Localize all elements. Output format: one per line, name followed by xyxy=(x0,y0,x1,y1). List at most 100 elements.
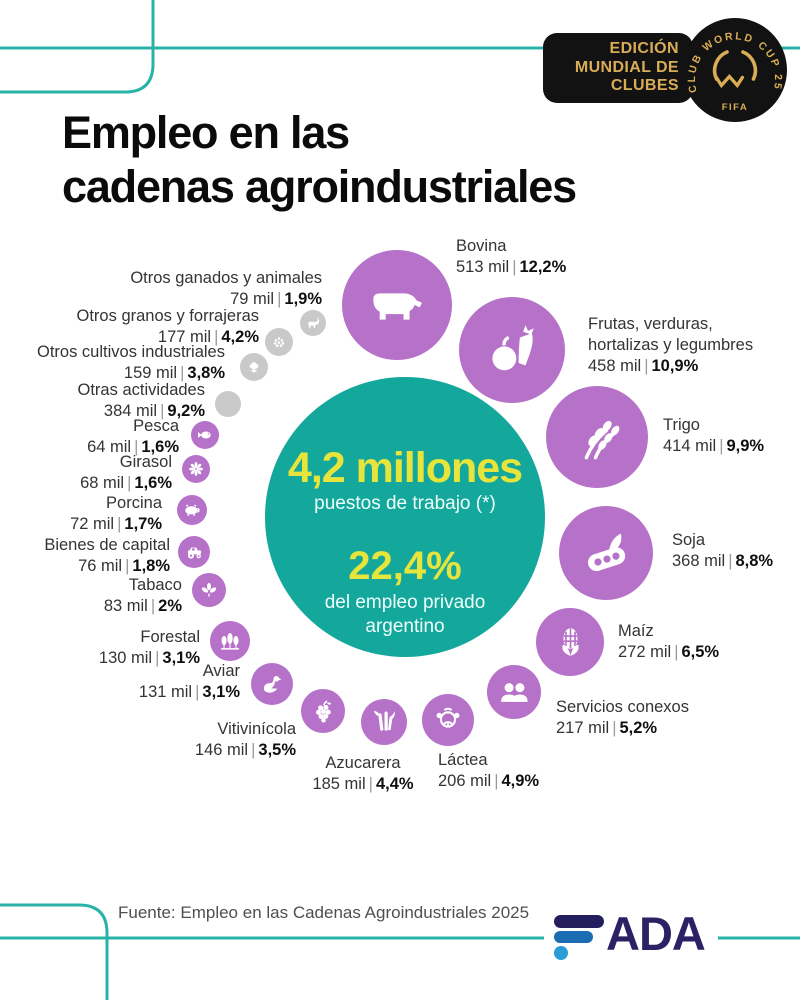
label-trigo: Trigo 414 mil | 9,9% xyxy=(663,415,764,457)
category-name: Soja xyxy=(672,531,706,549)
label-otros-granos-y-forrajeras: Otros granos y forrajeras 177 mil | 4,2% xyxy=(77,306,259,348)
category-value: 458 mil | 10,9% xyxy=(588,357,699,375)
category-name: Trigo xyxy=(663,416,700,434)
category-name: Frutas, verduras, xyxy=(588,315,713,333)
bubble-soja xyxy=(559,506,653,600)
bubble-tabaco xyxy=(192,573,226,607)
label-maiz: Maíz 272 mil | 6,5% xyxy=(618,621,719,663)
label-bovina: Bovina 513 mil | 12,2% xyxy=(456,236,566,278)
category-name: Pesca xyxy=(133,417,179,435)
center-total-bubble: 4,2 millones puestos de trabajo (*) 22,4… xyxy=(265,377,545,657)
label-vitivinicola: Vitivinícola 146 mil | 3,5% xyxy=(195,719,296,761)
sugarcane-icon xyxy=(373,710,395,731)
bubble-bovina xyxy=(342,250,452,360)
category-name: hortalizas y legumbres xyxy=(588,336,754,354)
category-value: 130 mil | 3,1% xyxy=(98,649,200,667)
cow-icon xyxy=(372,292,422,320)
total-jobs-caption: puestos de trabajo (*) xyxy=(314,493,496,514)
bubble-vitivinicola xyxy=(301,689,345,733)
page-title: Empleo en las cadenas agroindustriales xyxy=(62,106,577,214)
category-name: Otros cultivos industriales xyxy=(37,343,225,361)
badge-line-2: MUNDIAL DE xyxy=(574,58,679,76)
category-name: Láctea xyxy=(438,751,488,769)
category-value: 68 mil | 1,6% xyxy=(80,474,172,492)
trees-icon xyxy=(220,632,240,650)
label-porcina: Porcina 72 mil | 1,7% xyxy=(70,493,162,535)
badge-line-1: EDICIÓN xyxy=(609,40,679,58)
label-otros-ganados-y-animales: Otros ganados y animales 79 mil | 1,9% xyxy=(130,268,322,310)
fifa-club-world-cup-badge: EDICIÓN MUNDIAL DE CLUBES CLUB WORLD CUP… xyxy=(540,12,800,134)
category-name: Tabaco xyxy=(128,576,182,594)
label-azucarera: Azucarera 185 mil | 4,4% xyxy=(312,753,413,795)
category-name: Forestal xyxy=(140,628,200,646)
pig-icon xyxy=(185,504,200,516)
wheat-icon xyxy=(584,420,619,459)
bubble-aviar xyxy=(251,663,293,705)
bubble-otros-cultivos-industriales xyxy=(240,353,268,381)
category-value: 185 mil | 4,4% xyxy=(312,775,414,793)
category-value: 206 mil | 4,9% xyxy=(438,772,540,790)
total-jobs-value: 4,2 millones xyxy=(287,444,523,492)
label-aviar: Aviar 131 mil | 3,1% xyxy=(139,661,240,703)
label-otras-actividades: Otras actividades 384 mil | 9,2% xyxy=(78,380,205,422)
fish-icon xyxy=(198,431,211,439)
category-value: 83 mil | 2% xyxy=(103,597,182,615)
cotton-icon xyxy=(249,362,259,374)
category-value: 64 mil | 1,6% xyxy=(87,438,179,456)
bubble-lactea xyxy=(422,694,474,746)
tractor-icon xyxy=(187,547,201,559)
label-frutas-verduras: Frutas, verduras, hortalizas y legumbres 4… xyxy=(588,314,753,377)
fada-logo-text: ADA xyxy=(606,907,706,960)
share-percent-caption: del empleo privado argentino xyxy=(324,592,486,637)
bubble-girasol xyxy=(182,455,210,483)
category-name: Otros granos y forrajeras xyxy=(76,307,259,325)
category-name: Porcina xyxy=(106,494,162,512)
bubble-otros-granos-y-forrajeras xyxy=(265,328,293,356)
category-value: 146 mil | 3,5% xyxy=(194,741,296,759)
sunflower-icon xyxy=(189,462,203,476)
label-tabaco: Tabaco 83 mil | 2% xyxy=(104,575,182,617)
corn-icon xyxy=(561,627,579,656)
fada-logo: ADA xyxy=(544,906,715,964)
category-name: Maíz xyxy=(618,622,654,640)
bubble-servicios-conexos xyxy=(487,665,541,719)
bubble-otras-actividades xyxy=(215,391,241,417)
tobacco-icon xyxy=(201,582,217,597)
bubble-otros-ganados-y-animales xyxy=(300,310,326,336)
category-name: Vitivinícola xyxy=(217,720,296,738)
category-value: 414 mil | 9,9% xyxy=(663,437,765,455)
category-value: 79 mil | 1,9% xyxy=(230,290,322,308)
category-name: Azucarera xyxy=(325,754,401,772)
goat-icon xyxy=(307,316,319,328)
category-name: Aviar xyxy=(202,662,240,680)
category-name: Otros ganados y animales xyxy=(130,269,322,287)
category-value: 76 mil | 1,8% xyxy=(78,557,170,575)
badge-fifa-text: FIFA xyxy=(722,102,749,113)
label-lactea: Láctea 206 mil | 4,9% xyxy=(438,750,539,792)
grapes-icon xyxy=(315,699,331,722)
category-value: 272 mil | 6,5% xyxy=(618,643,720,661)
fifa-emblem-icon: CLUB WORLD CUP 25 FIFA xyxy=(683,18,787,122)
label-otros-cultivos-industriales: Otros cultivos industriales 159 mil | 3,8% xyxy=(37,342,225,384)
category-value: 72 mil | 1,7% xyxy=(70,515,162,533)
category-name: Servicios conexos xyxy=(556,698,689,716)
share-percent-value: 22,4% xyxy=(348,544,462,588)
label-soja: Soja 368 mil | 8,8% xyxy=(672,530,773,572)
category-name: Girasol xyxy=(119,453,172,471)
title-line-2: cadenas agroindustriales xyxy=(62,161,577,212)
bubble-trigo xyxy=(546,386,648,488)
category-value: 513 mil | 12,2% xyxy=(456,258,567,276)
label-bienes-de-capital: Bienes de capital 76 mil | 1,8% xyxy=(44,535,170,577)
bubble-frutas-verduras xyxy=(459,297,565,403)
badge-line-3: CLUBES xyxy=(610,77,679,95)
bubble-porcina xyxy=(177,495,207,525)
category-value: 368 mil | 8,8% xyxy=(672,552,774,570)
seeds-icon xyxy=(273,337,285,347)
category-value: 177 mil | 4,2% xyxy=(157,328,259,346)
badge-text-plate: EDICIÓN MUNDIAL DE CLUBES xyxy=(543,33,693,103)
source-note: Fuente: Empleo en las Cadenas Agroindust… xyxy=(118,903,530,922)
label-pesca: Pesca 64 mil | 1,6% xyxy=(87,416,179,458)
chicken-icon xyxy=(263,675,281,693)
fruits-icon xyxy=(491,324,534,370)
